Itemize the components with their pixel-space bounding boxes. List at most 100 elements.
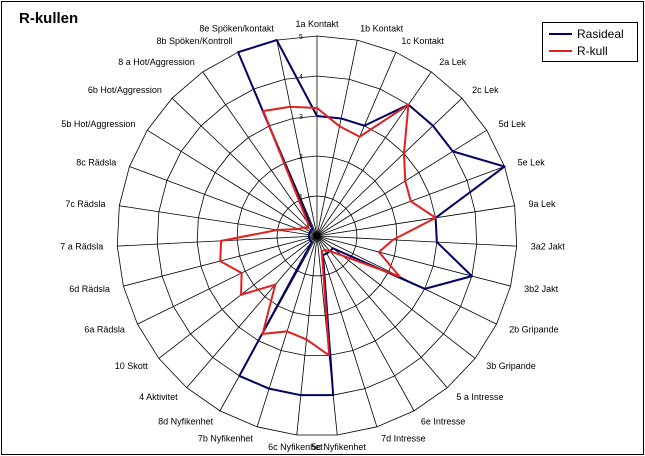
category-label-1a-kontakt: 1a Kontakt — [295, 19, 339, 29]
radial-tick-labels: 1 2 3 4 5 — [299, 34, 303, 201]
grid-ring-1 — [276, 195, 358, 277]
grid-spoke — [202, 71, 318, 237]
legend-entry-r-kull: R-kull — [549, 43, 639, 59]
category-label-3a2-jakt: 3a2 Jakt — [531, 242, 566, 252]
grid-spoke — [316, 129, 487, 237]
grid-ring-5 — [116, 35, 518, 436]
grid-spoke — [147, 129, 318, 237]
category-label-6c-nyfikenhet: 6c Nyfikenhet — [268, 442, 323, 452]
data-point-rasideal — [311, 228, 314, 231]
data-point-rasideal — [431, 124, 434, 127]
data-point-rasideal — [308, 237, 311, 240]
radial-tick-label: 1 — [299, 194, 303, 201]
series-line-rasideal — [237, 39, 506, 397]
data-point-rasideal — [316, 115, 318, 117]
grid-spoke — [316, 235, 448, 389]
data-point-rasideal — [363, 124, 366, 127]
data-point-r-kull — [323, 248, 326, 251]
data-point-r-kull — [338, 125, 341, 128]
category-label-8-a-hot-aggression: 8 a Hot/Aggression — [118, 57, 195, 67]
data-point-r-kull — [219, 260, 222, 263]
legend-label-r-kull: R-kull — [577, 44, 608, 58]
category-label-7d-intresse: 7d Intresse — [381, 433, 426, 443]
category-label-7b-nyfikenhet: 7b Nyfikenhet — [198, 433, 254, 443]
data-point-rasideal — [435, 241, 438, 244]
grid-spoke — [117, 235, 318, 247]
data-point-r-kull — [404, 179, 407, 182]
grid-spoke — [316, 235, 511, 287]
category-label-7c-r-dsla: 7c Rädsla — [65, 199, 105, 209]
data-point-rasideal — [275, 39, 278, 42]
data-point-r-kull — [320, 250, 323, 253]
grid-spoke — [158, 235, 318, 359]
data-point-r-kull — [276, 228, 279, 231]
category-label-6e-intresse: 6e Intresse — [421, 416, 466, 426]
data-point-rasideal — [340, 117, 343, 120]
data-point-rasideal — [299, 394, 302, 397]
category-label-6d-r-dsla: 6d Rädsla — [69, 284, 110, 294]
data-point-r-kull — [306, 221, 309, 224]
category-label-8e-sp-ken-kontakt: 8e Spöken/kontakt — [199, 23, 274, 33]
category-label-10-skott: 10 Skott — [115, 361, 149, 371]
data-point-rasideal — [308, 238, 311, 241]
data-point-rasideal — [470, 275, 473, 278]
data-point-r-kull — [289, 105, 292, 108]
grid-spoke — [276, 40, 318, 237]
data-point-rasideal — [451, 150, 454, 153]
data-point-rasideal — [331, 247, 334, 250]
data-point-rasideal — [503, 165, 506, 168]
data-point-r-kull — [434, 216, 437, 219]
grid-spoke — [316, 97, 463, 237]
grid-spoke — [316, 235, 517, 247]
data-point-rasideal — [308, 235, 311, 238]
category-label-6b-hot-aggression: 6b Hot/Aggression — [88, 85, 162, 95]
category-label-5e-lek: 5e Lek — [518, 157, 546, 167]
data-point-rasideal — [268, 387, 271, 390]
category-label-5d-lek: 5d Lek — [499, 119, 527, 129]
legend-swatch-rasideal — [549, 33, 572, 35]
category-label-1c-kontakt: 1c Kontakt — [401, 36, 444, 46]
data-point-r-kull — [316, 107, 318, 109]
category-label-5-a-intresse: 5 a Intresse — [456, 392, 503, 402]
category-label-8c-r-dsla: 8c Rädsla — [76, 157, 116, 167]
radial-tick-label: 5 — [299, 34, 303, 41]
category-label-9a-lek: 9a Lek — [529, 199, 557, 209]
data-point-rasideal — [423, 287, 426, 290]
data-point-r-kull — [274, 283, 277, 286]
grid-spoke — [316, 52, 397, 237]
series-lines — [219, 39, 506, 397]
category-label-2b-gripande: 2b Gripande — [509, 324, 559, 334]
category-label-3b-gripande: 3b Gripande — [486, 361, 536, 371]
category-label-8d-nyfikenhet: 8d Nyfikenhet — [158, 416, 214, 426]
data-point-r-kull — [398, 275, 401, 278]
legend-entry-rasideal: Rasideal — [549, 26, 639, 42]
legend-swatch-r-kull — [549, 50, 572, 52]
data-point-r-kull — [402, 152, 405, 155]
data-point-r-kull — [328, 354, 331, 357]
data-point-r-kull — [262, 110, 265, 113]
category-label-3b2-jakt: 3b2 Jakt — [524, 284, 559, 294]
category-label-7-a-r-dsla: 7 a Rädsla — [60, 242, 103, 252]
category-label-5c-nyfikenhet: 5c Nyfikenhet — [311, 442, 366, 452]
legend-label-rasideal: Rasideal — [577, 27, 624, 41]
category-label-8b-sp-ken-kontroll: 8b Spöken/Kontroll — [157, 36, 233, 46]
category-label-2a-lek: 2a Lek — [439, 57, 467, 67]
data-point-r-kull — [307, 226, 310, 229]
data-point-r-kull — [407, 103, 410, 106]
grid-spoke — [316, 235, 415, 412]
data-point-rasideal — [238, 374, 241, 377]
radial-tick-label: 4 — [299, 74, 303, 81]
grid-spoke — [316, 205, 515, 237]
data-point-r-kull — [377, 251, 380, 254]
grid-ring-2 — [236, 155, 398, 316]
grid-spoke — [316, 235, 378, 427]
grid-spoke — [316, 71, 432, 237]
data-point-r-kull — [391, 238, 394, 241]
data-point-r-kull — [261, 332, 264, 335]
data-point-r-kull — [286, 330, 289, 333]
data-point-r-kull — [302, 226, 305, 229]
data-point-r-kull — [358, 135, 361, 138]
category-labels: 1a Kontakt 1b Kontakt 1c Kontakt 2a Lek 2c L… — [60, 19, 565, 452]
